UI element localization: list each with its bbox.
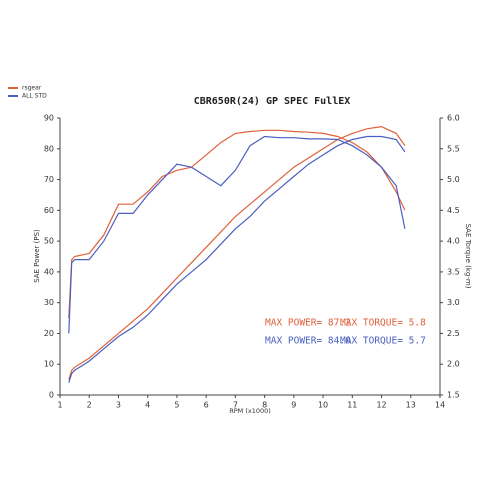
x-tick-label: 2 [87,401,92,410]
y-tick-label: 60 [44,206,54,215]
y-tick-label: 0 [49,391,54,400]
max-torque-annotation: MAX TORQUE= 5.7 [340,336,426,347]
y-tick-label: 70 [44,175,54,184]
torque-line [68,135,406,334]
x-tick-label: 3 [116,401,121,410]
y-tick-label: 20 [44,329,54,338]
x-tick-label: 12 [376,401,386,410]
y2-axis-title: SAE Torque (kg-m) [464,224,472,289]
x-tick-label: 5 [174,401,179,410]
max-power-annotation: MAX POWER= 87.2 [265,318,351,329]
y2-tick-label: 3.0 [447,298,460,307]
legend-label: ALL STD [22,93,47,100]
torque-line [68,129,406,319]
y2-tick-label: 4.5 [447,206,460,215]
x-tick-label: 4 [145,401,150,410]
x-tick-label: 6 [204,401,209,410]
y-tick-label: 30 [44,298,54,307]
x-tick-label: 13 [406,401,416,410]
y2-tick-label: 2.5 [447,329,460,338]
y-tick-label: 80 [44,144,54,153]
legend-label: rsgear [22,85,42,92]
x-tick-label: 14 [435,401,445,410]
x-tick-label: 11 [347,401,357,410]
x-tick-label: 9 [291,401,296,410]
x-tick-label: 1 [57,401,62,410]
y-tick-label: 90 [44,114,54,123]
max-torque-annotation: MAX TORQUE= 5.8 [340,318,426,329]
y2-tick-label: 1.5 [447,391,460,400]
x-tick-label: 10 [318,401,328,410]
x-tick-label: 8 [262,401,267,410]
y2-tick-label: 3.5 [447,267,460,276]
x-tick-label: 7 [233,401,238,410]
chart-title: CBR650R(24) GP SPEC FullEX [194,96,351,107]
y-tick-label: 50 [44,237,54,246]
y2-tick-label: 5.0 [447,175,460,184]
y2-tick-label: 6.0 [447,114,460,123]
y2-tick-label: 5.5 [447,144,460,153]
y2-tick-label: 2.0 [447,360,460,369]
power-line [68,125,406,380]
y-axis-title: SAE Power (PS) [33,229,41,283]
max-power-annotation: MAX POWER= 84.0 [265,336,351,347]
y2-tick-label: 4.0 [447,237,460,246]
y-tick-label: 40 [44,267,54,276]
power-line [68,135,406,383]
x-axis-title: RPM (x1000) [229,407,271,415]
y-tick-label: 10 [44,360,54,369]
